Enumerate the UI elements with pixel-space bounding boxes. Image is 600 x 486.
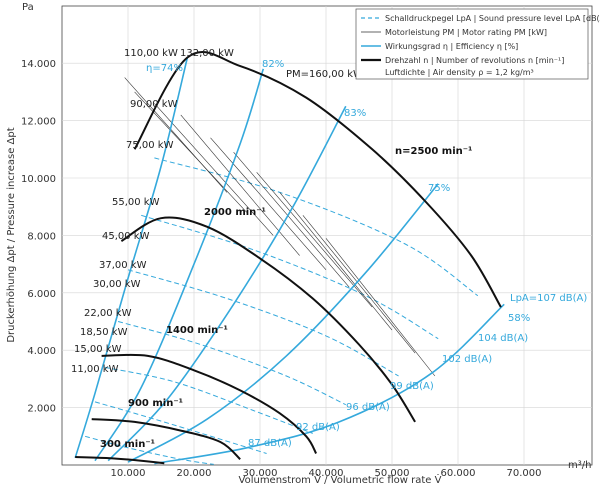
sound-label-104: 104 dB(A) [478, 333, 528, 344]
speed-curves [75, 51, 502, 465]
speed-label-900: 900 min⁻¹ [128, 398, 183, 409]
y-tick-label: 14.000 [21, 59, 56, 70]
motor-rating-line [302, 215, 416, 354]
y-tick-label: 2.000 [27, 404, 56, 415]
motor-rating-lines [124, 77, 436, 377]
motor-label-90: 90,00 kW [130, 99, 178, 110]
speed-label-2500: n=2500 min⁻¹ [395, 146, 472, 157]
motor-label-132: 132,00 kW [180, 48, 234, 59]
legend-text-speed: Drehzahl n | Number of revolutions n [mi… [385, 56, 564, 65]
legend-text-motor: Motorleistung PM | Motor rating PM [kW] [385, 28, 547, 37]
sound-label-102: 102 dB(A) [442, 354, 492, 365]
motor-label-15: 15,00 kW [74, 344, 122, 355]
y-tick-label: 8.000 [27, 231, 56, 242]
legend-text-sound: Schalldruckpegel LpA | Sound pressure le… [385, 14, 600, 23]
y-tick-labels: 2.000 4.000 6.000 8.000 10.000 12.000 14.000 [21, 59, 56, 414]
legend: Schalldruckpegel LpA | Sound pressure le… [355, 8, 600, 80]
speed-curve [75, 456, 165, 465]
sound-label-107: LpA=107 dB(A) [510, 293, 587, 304]
eff-label-83: 83% [344, 108, 366, 119]
efficiency-curve [107, 105, 347, 462]
y-tick-label: 10.000 [21, 174, 56, 185]
x-unit-label: m³/h [568, 460, 591, 471]
speed-curve [91, 418, 241, 461]
x-tick-labels: 10.000 20.000 30.000 40.000 50.000 60.000 70.0… [111, 468, 542, 479]
motor-rating-line [233, 152, 350, 288]
motor-label-18: 18,50 kW [80, 327, 128, 338]
x-tick-label: 30.000 [243, 468, 278, 479]
speed-curve [133, 51, 502, 308]
motor-rating-line [154, 103, 274, 236]
motor-label-11: 11,00 kW [71, 364, 119, 375]
motor-rating-line [134, 91, 248, 213]
sound-label-92: 92 dB(A) [296, 422, 340, 433]
eff-label-82: 82% [262, 59, 284, 70]
eff-label-58: 58% [508, 313, 530, 324]
eff-label-74: η=74% [146, 63, 183, 74]
efficiency-curve [154, 303, 505, 465]
motor-label-55: 55,00 kW [112, 197, 160, 208]
sound-level-line [127, 269, 399, 377]
sound-level-line [84, 435, 214, 465]
x-tick-label: 10.000 [111, 468, 146, 479]
efficiency-curve [94, 68, 265, 462]
motor-rating-line [210, 137, 327, 270]
motor-rating-line [325, 238, 436, 377]
motor-rating-line [279, 192, 393, 331]
efficiency-curve [74, 57, 189, 459]
sound-label-87: 87 dB(A) [248, 438, 292, 449]
motor-label-45: 45,00 kW [102, 231, 150, 242]
legend-text-density: Luftdichte | Air density ρ = 1,2 kg/m³ [385, 68, 534, 77]
x-axis-label: Volumenstrom V̇ / Volumetric flow rate V… [239, 473, 442, 486]
y-tick-label: 6.000 [27, 289, 56, 300]
x-tick-label: 20.000 [177, 468, 212, 479]
motor-label-22: 22,00 kW [84, 308, 132, 319]
x-tick-label: 60.000 [441, 468, 476, 479]
sound-label-99: 99 dB(A) [390, 381, 434, 392]
plot-area [61, 5, 593, 466]
curve-labels: 300 min⁻¹ 900 min⁻¹ 1400 min⁻¹ 2000 min⁻… [71, 48, 587, 450]
x-tick-label: 40.000 [309, 468, 344, 479]
speed-label-2000: 2000 min⁻¹ [204, 207, 266, 218]
sound-level-lines [84, 157, 479, 465]
legend-box [355, 8, 589, 80]
speed-label-1400: 1400 min⁻¹ [166, 325, 228, 336]
y-axis-label: Druckerhöhung Δpt / Pressure increase Δp… [6, 127, 17, 342]
motor-label-30: 30,00 kW [93, 279, 141, 290]
legend-text-efficiency: Wirkungsgrad η | Efficiency η [%] [385, 42, 518, 51]
sound-level-line [117, 321, 347, 406]
motor-label-37: 37,00 kW [99, 260, 147, 271]
sound-level-line [104, 366, 313, 434]
motor-label-110: 110,00 kW [124, 48, 178, 59]
sound-level-line [154, 157, 479, 297]
y-unit-label: Pa [22, 2, 34, 13]
y-tick-label: 4.000 [27, 346, 56, 357]
speed-curve [101, 353, 317, 454]
eff-label-75: 75% [428, 183, 450, 194]
motor-rating-line [256, 172, 373, 308]
x-tick-label: 50.000 [375, 468, 410, 479]
motor-label-160: PM=160,00 kW [286, 69, 363, 80]
y-tick-label: 12.000 [21, 117, 56, 128]
sound-label-96: 96 dB(A) [346, 402, 390, 413]
motor-rating-line [180, 114, 300, 256]
motor-label-75: 75,00 kW [126, 140, 174, 151]
x-tick-label: 70.000 [507, 468, 542, 479]
grid [62, 6, 592, 465]
motor-rating-line [124, 77, 228, 193]
sound-level-line [94, 401, 267, 454]
sound-level-line [141, 214, 439, 340]
speed-label-300: 300 min⁻¹ [100, 439, 155, 450]
speed-curve [120, 216, 416, 423]
